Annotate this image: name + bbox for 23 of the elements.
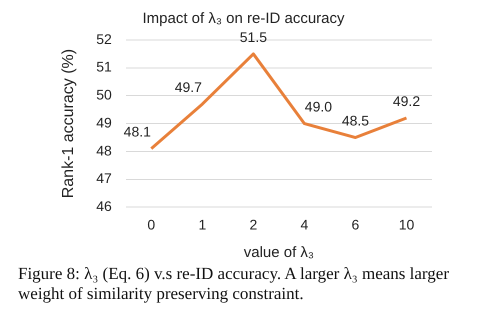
- y-tick-label: 46: [96, 198, 112, 214]
- x-tick-label: 4: [300, 216, 309, 232]
- x-tick-label: 0: [147, 216, 156, 232]
- x-tick-label: 10: [398, 216, 414, 232]
- y-tick-label: 49: [96, 114, 112, 130]
- caption: Figure 8: λ₃ (Eq. 6) v.s re-ID accuracy. A larger λ₃ means larger weight of similarity preserving constraint.: [17, 263, 450, 304]
- y-tick-label: 47: [96, 170, 112, 186]
- text: 49.0: [304, 98, 332, 114]
- y-axis-title: Rank-1 accuracy (%): [60, 48, 78, 198]
- text: 48.5: [342, 112, 370, 128]
- text: 49.7: [174, 78, 202, 95]
- y-tick-label: 50: [96, 86, 112, 103]
- y-tick-label: 52: [96, 30, 112, 47]
- text: 51.5: [240, 28, 267, 45]
- text: 48.1: [124, 124, 151, 140]
- y-tick-label: 48: [96, 142, 112, 158]
- x-tick-label: 6: [352, 216, 360, 232]
- x-tick-label: 1: [198, 216, 206, 232]
- x-tick-label: 2: [249, 216, 258, 232]
- x-axis-title: value of λ₃: [244, 244, 314, 262]
- text: 49.2: [392, 92, 420, 109]
- y-tick-label: 51: [96, 58, 112, 75]
- chart-title: Impact of λ₃ on re-ID accuracy: [142, 10, 345, 28]
